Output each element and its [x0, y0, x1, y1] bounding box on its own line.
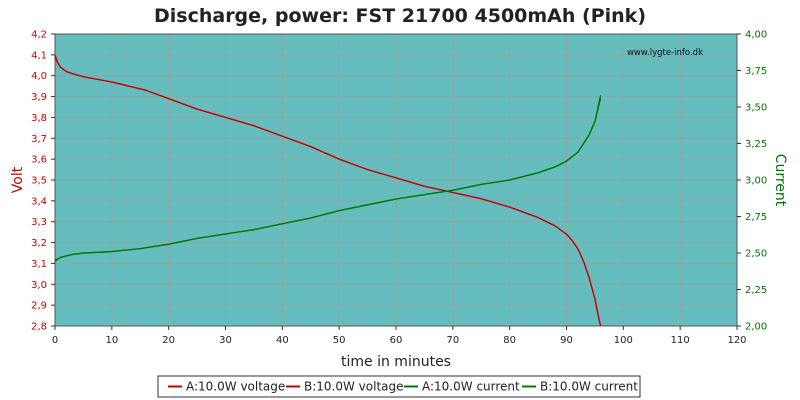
right-y-tick-label: 2,00 [745, 322, 767, 333]
watermark: www.lygte-info.dk [627, 48, 703, 58]
right-y-tick-label: 2,75 [745, 212, 767, 223]
series-line-b-10-0w-voltage [54, 56, 602, 327]
right-y-tick-label: 3,00 [745, 176, 767, 187]
right-y-tick-label: 3,25 [745, 139, 767, 150]
legend: A:10.0W voltage B:10.0W voltage A:10.0W cu… [157, 375, 641, 398]
left-y-axis-ticks: 2,8 2,9 3,0 3,1 3,2 3,3 3,4 3,5 3,6 3,7 3,8 3,9 4,0 4… [31, 30, 55, 333]
x-tick-label: 120 [727, 335, 746, 346]
x-tick-label: 10 [105, 335, 118, 346]
left-y-tick-label: 4,0 [31, 71, 47, 82]
x-tick-label: 110 [671, 335, 690, 346]
data-series [54, 54, 602, 327]
left-y-tick-label: 3,5 [31, 176, 47, 187]
x-tick-label: 80 [503, 335, 516, 346]
chart-title: Discharge, power: FST 21700 4500mAh (Pin… [154, 5, 646, 27]
x-tick-label: 100 [614, 335, 633, 346]
left-y-tick-label: 3,4 [31, 196, 47, 207]
grid-lines [54, 33, 738, 327]
x-tick-label: 90 [560, 335, 573, 346]
left-y-tick-label: 4,2 [31, 30, 47, 41]
x-tick-label: 40 [276, 335, 289, 346]
right-y-axis-label: Current [772, 154, 788, 207]
x-tick-label: 70 [446, 335, 459, 346]
right-y-tick-label: 2,50 [745, 249, 767, 260]
legend-item-label: A:10.0W current [422, 380, 520, 394]
right-y-tick-label: 4,00 [745, 30, 767, 41]
x-axis-ticks: 0 10 20 30 40 50 60 70 80 90 100 110 120 [52, 326, 747, 346]
legend-item-label: B:10.0W current [540, 380, 638, 394]
x-tick-label: 30 [219, 335, 232, 346]
left-y-tick-label: 3,8 [31, 113, 47, 124]
left-y-tick-label: 3,6 [31, 155, 47, 166]
left-y-tick-label: 4,1 [31, 50, 47, 61]
left-y-tick-label: 3,1 [31, 259, 47, 270]
x-tick-label: 60 [390, 335, 403, 346]
legend-box [157, 375, 641, 398]
left-y-tick-label: 2,9 [31, 301, 47, 312]
x-tick-label: 20 [162, 335, 175, 346]
left-y-tick-label: 3,0 [31, 280, 47, 291]
x-tick-label: 0 [52, 335, 58, 346]
left-y-tick-label: 3,2 [31, 238, 47, 249]
x-tick-label: 50 [333, 335, 346, 346]
left-y-axis-label: Volt [10, 166, 26, 193]
left-y-tick-label: 2,8 [31, 322, 47, 333]
legend-item-label: A:10.0W voltage [186, 380, 285, 394]
series-line-b-10-0w-current [54, 95, 602, 263]
x-axis-label: time in minutes [341, 354, 451, 370]
right-y-tick-label: 2,25 [745, 285, 767, 296]
right-y-tick-label: 3,75 [745, 66, 767, 77]
left-y-tick-label: 3,7 [31, 134, 47, 145]
legend-item-label: B:10.0W voltage [304, 380, 404, 394]
right-y-tick-label: 3,50 [745, 103, 767, 114]
right-y-axis-ticks: 2,00 2,25 2,50 2,75 3,00 3,25 3,50 3,75 4,00 [737, 30, 767, 333]
left-y-tick-label: 3,9 [31, 92, 47, 103]
left-y-tick-label: 3,3 [31, 217, 47, 228]
